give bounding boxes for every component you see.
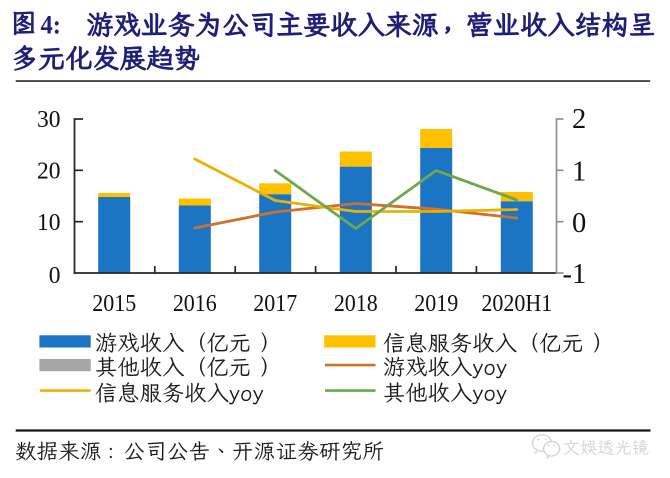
- svg-text:2: 2: [572, 104, 586, 135]
- svg-text:-1: -1: [563, 259, 587, 290]
- svg-text:2015: 2015: [92, 290, 136, 317]
- svg-text:0: 0: [49, 263, 61, 290]
- svg-text:1: 1: [572, 157, 586, 188]
- svg-text:2018: 2018: [334, 290, 378, 317]
- svg-text:4:: 4:: [41, 10, 61, 40]
- svg-text:20: 20: [37, 158, 60, 185]
- svg-text:10: 10: [37, 210, 60, 237]
- svg-text:2016: 2016: [173, 290, 217, 317]
- svg-text:2020H1: 2020H1: [481, 290, 552, 317]
- svg-text:30: 30: [37, 107, 60, 134]
- svg-text:2019: 2019: [414, 290, 458, 317]
- svg-text:0: 0: [572, 208, 586, 239]
- svg-text:2017: 2017: [253, 290, 297, 317]
